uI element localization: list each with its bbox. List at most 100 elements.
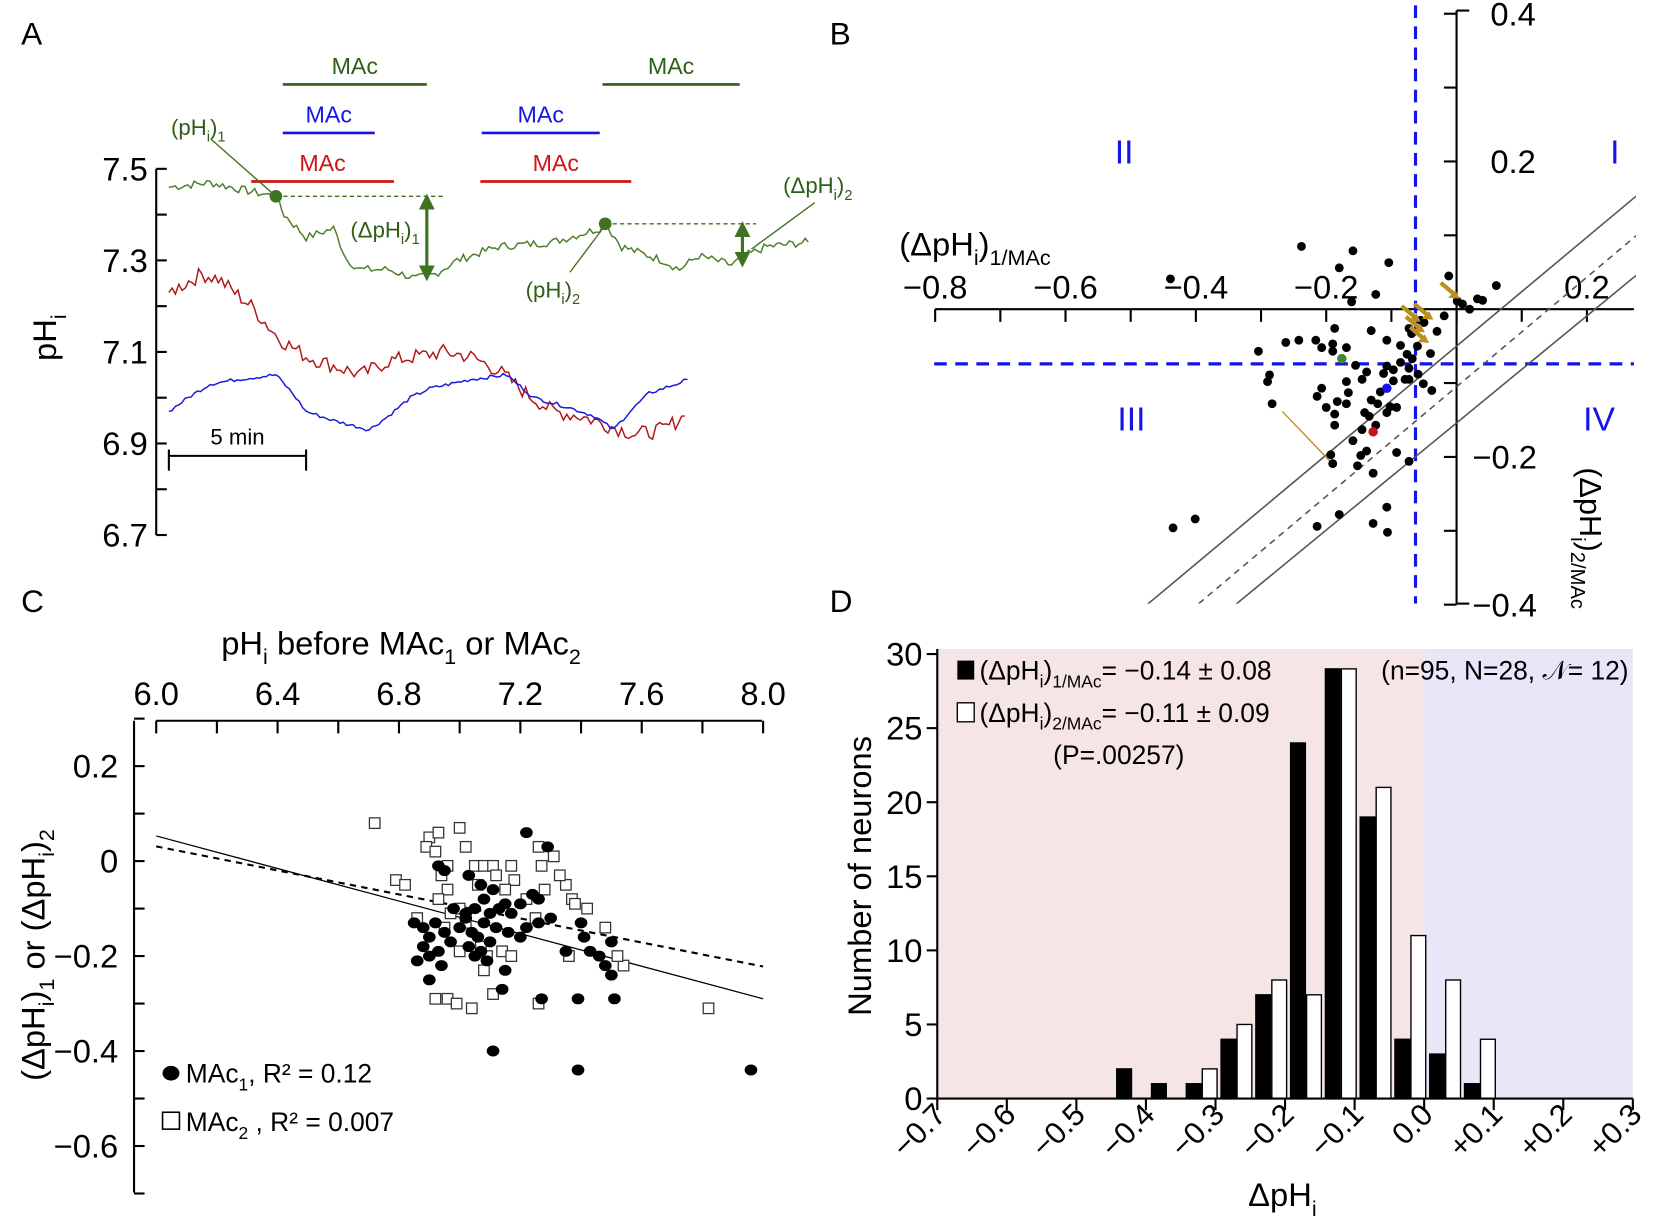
- label-part: ): [14, 841, 51, 852]
- y-tick-label: 25: [886, 710, 922, 747]
- square-point: [508, 874, 521, 887]
- circle-point: [416, 922, 430, 934]
- quadrant-label: III: [1117, 401, 1145, 439]
- leader-line: [569, 227, 604, 273]
- data-point: [1166, 274, 1175, 284]
- label-part: , R² = 0.007: [248, 1107, 394, 1137]
- circle-point: [492, 903, 506, 915]
- circle-point: [438, 865, 451, 877]
- x-tick-label: −0.7: [886, 1097, 953, 1164]
- data-point: [1444, 271, 1454, 281]
- white-bar: [1410, 934, 1427, 1100]
- x-tick-label: 0.2: [1564, 269, 1609, 306]
- white-bar: [1479, 1038, 1496, 1100]
- data-point: [1341, 399, 1351, 409]
- label-part: i: [1566, 537, 1588, 541]
- mac-label: MAc: [299, 150, 345, 176]
- black-bar: [1463, 1083, 1480, 1100]
- data-point: [1396, 340, 1405, 350]
- data-point: [1348, 246, 1358, 256]
- white-bar: [1375, 786, 1392, 1100]
- label-part: 1: [217, 130, 225, 146]
- label-part: 1: [34, 979, 59, 991]
- x-tick-label: −0.3: [1164, 1097, 1231, 1164]
- data-point: [1427, 386, 1437, 395]
- white-bar: [1271, 979, 1288, 1100]
- data-point: [1419, 318, 1429, 327]
- circle-point: [422, 931, 436, 943]
- gold-arrow-icon: [1439, 281, 1456, 297]
- leader-line: [210, 138, 277, 197]
- square-point: [538, 883, 551, 896]
- circle-point: [407, 917, 421, 929]
- data-point: [1294, 335, 1304, 345]
- label-part: ): [979, 225, 990, 262]
- quadrant-label: I: [1610, 134, 1619, 172]
- label-part: 1/MAc: [990, 245, 1051, 270]
- circle-point: [432, 945, 445, 957]
- data-point: [1458, 299, 1467, 309]
- y-axis-label: Number of neurons: [841, 736, 878, 1016]
- gold-arrowhead-icon: [1421, 311, 1434, 320]
- green-highlight-point: [1337, 353, 1347, 364]
- data-point: [1413, 369, 1423, 379]
- circle-point: [608, 993, 621, 1005]
- square-point: [535, 859, 548, 872]
- label-part: or MAc: [456, 624, 569, 661]
- label-part: i: [401, 232, 404, 248]
- x-tick-label: 6.8: [376, 675, 421, 712]
- label-part: (ΔpH: [899, 225, 974, 262]
- x-tick-label: −0.8: [903, 269, 968, 306]
- data-point: [1281, 338, 1291, 347]
- data-point: [1388, 376, 1398, 386]
- circle-point: [444, 936, 457, 948]
- square-point: [432, 826, 445, 839]
- data-point: [1330, 420, 1340, 430]
- black-bar: [1429, 1053, 1446, 1100]
- square-point: [441, 883, 454, 896]
- data-point: [1317, 343, 1327, 353]
- label-part: ): [837, 173, 844, 198]
- label-part: MAc: [186, 1107, 239, 1137]
- label-part: 2: [572, 292, 580, 308]
- x-tick-label: −0.5: [1025, 1097, 1092, 1164]
- white-bar: [1445, 979, 1462, 1100]
- data-point: [1168, 523, 1178, 533]
- data-point: [1368, 518, 1378, 528]
- gold-arrow-icon: [1412, 302, 1430, 318]
- circle-point: [468, 950, 482, 962]
- data-point: [1341, 377, 1351, 387]
- circle-point: [438, 926, 451, 938]
- label-part: i: [263, 644, 268, 669]
- red-trace: [168, 266, 685, 441]
- square-point: [450, 997, 463, 1010]
- label-part: ): [565, 278, 572, 303]
- square-point: [499, 883, 512, 896]
- label-part: i: [974, 245, 979, 270]
- data-point: [1357, 374, 1367, 384]
- square-point: [487, 988, 499, 1000]
- label-part: i: [1312, 1196, 1317, 1221]
- square-point: [453, 821, 466, 834]
- mac-label: MAc: [648, 53, 694, 79]
- circle-point: [474, 879, 488, 891]
- circle-point: [583, 945, 597, 957]
- mac-label: MAc: [533, 150, 579, 176]
- circle-point: [574, 917, 588, 929]
- mac-label: MAc: [518, 101, 564, 127]
- square-point: [702, 1002, 715, 1015]
- data-point: [1382, 335, 1392, 345]
- y-tick-label: −0.6: [54, 1128, 119, 1165]
- y-tick-label: 6.9: [102, 425, 147, 462]
- sample-counts: (n=95, N=28, 𝒩= 12): [1381, 656, 1628, 686]
- white-bar: [1201, 1068, 1218, 1100]
- circle-point: [489, 922, 503, 934]
- label-part: i: [34, 1002, 59, 1007]
- circle-point: [416, 941, 430, 953]
- circle-point: [520, 922, 533, 934]
- circle-point: [471, 931, 485, 943]
- circle-point: [501, 926, 515, 938]
- confidence-line: [1235, 274, 1637, 604]
- label-part: ): [1043, 698, 1052, 728]
- panel-label-d: D: [830, 583, 853, 619]
